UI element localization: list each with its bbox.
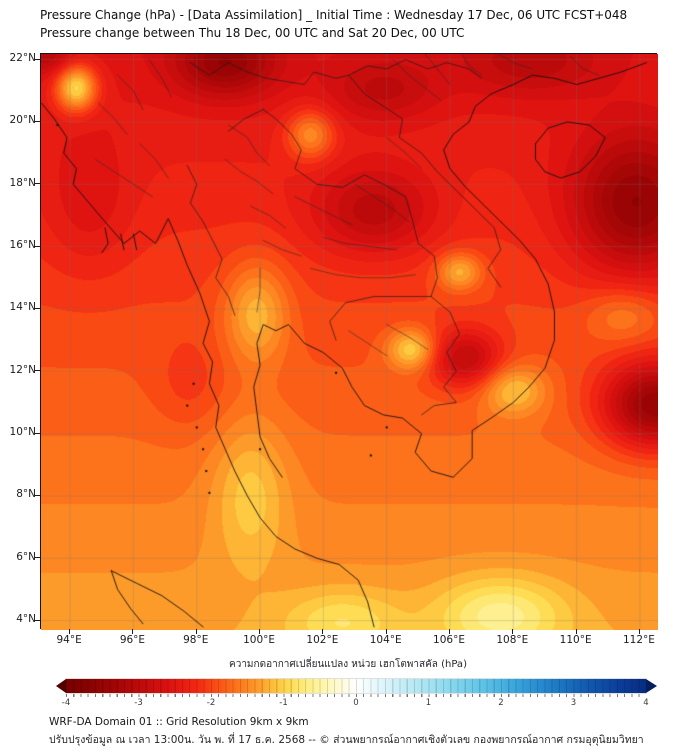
lon-tick-mark — [69, 629, 71, 634]
lon-tick-label: 106°E — [433, 634, 465, 646]
lon-tick-label: 98°E — [183, 634, 209, 646]
figure-title-line2: Pressure change between Thu 18 Dec, 00 U… — [40, 26, 465, 40]
lon-tick-mark — [512, 629, 514, 634]
lon-tick-mark — [575, 629, 577, 634]
lat-tick-mark — [35, 58, 40, 60]
lon-tick-mark — [132, 629, 134, 634]
lat-tick-mark — [35, 619, 40, 621]
lon-tick-label: 110°E — [559, 634, 592, 646]
lat-tick-label: 6°N — [16, 550, 36, 563]
colorbar-tick-label: 1 — [425, 698, 432, 708]
lon-tick-label: 96°E — [119, 634, 146, 646]
lat-tick-label: 16°N — [9, 239, 36, 252]
lon-tick-label: 104°E — [369, 634, 402, 646]
lat-tick-mark — [35, 494, 40, 496]
footer-update-info: ปรับปรุงข้อมูล ณ เวลา 13:00น. วัน พ. ที่… — [49, 734, 644, 746]
lon-tick-mark — [259, 629, 261, 634]
colorbar-tick-label: -1 — [279, 698, 288, 708]
lon-tick-label: 100°E — [243, 634, 276, 646]
lat-tick-label: 4°N — [16, 613, 36, 626]
lat-tick-label: 20°N — [9, 114, 36, 127]
colorbar-left-arrow — [56, 679, 66, 693]
lat-tick-label: 22°N — [9, 52, 36, 65]
lon-tick-mark — [195, 629, 197, 634]
colorbar-tick-label: -3 — [134, 698, 143, 708]
lon-tick-mark — [322, 629, 324, 634]
lat-tick-mark — [35, 557, 40, 559]
lat-tick-label: 12°N — [9, 363, 36, 376]
lon-tick-mark — [638, 629, 640, 634]
colorbar-minor-ticks — [66, 694, 646, 697]
lon-tick-label: 94°E — [56, 634, 82, 646]
colorbar-segment-lines — [66, 679, 646, 693]
lat-tick-label: 18°N — [9, 176, 36, 189]
map-plot-area — [40, 53, 658, 630]
lat-tick-mark — [35, 120, 40, 122]
figure-title-line1: Pressure Change (hPa) - [Data Assimilati… — [40, 8, 628, 22]
lon-tick-label: 112°E — [622, 634, 655, 646]
colorbar-label: ความกดอากาศเปลี่ยนแปลง หน่วย เฮกโตพาสคัล… — [229, 659, 467, 670]
lat-tick-label: 14°N — [9, 301, 36, 314]
lon-tick-label: 108°E — [496, 634, 529, 646]
colorbar-tick-label: -4 — [61, 698, 71, 708]
footer-domain-info: WRF-DA Domain 01 :: Grid Resolution 9km … — [49, 716, 309, 728]
colorbar-tick-label: 3 — [570, 698, 577, 708]
pressure-field-canvas — [41, 54, 658, 630]
colorbar-tick-label: 4 — [643, 698, 649, 708]
lat-tick-mark — [35, 370, 40, 372]
colorbar-tick-label: 2 — [498, 698, 504, 708]
colorbar-tick-label: -2 — [206, 698, 216, 708]
lat-tick-label: 10°N — [9, 426, 36, 439]
lon-tick-mark — [449, 629, 450, 634]
lat-tick-mark — [35, 432, 40, 434]
lat-tick-mark — [35, 245, 40, 247]
colorbar-right-arrow — [646, 679, 657, 693]
colorbar-gradient — [66, 679, 646, 693]
lat-tick-mark — [35, 183, 40, 185]
lat-tick-label: 8°N — [16, 488, 36, 501]
lat-tick-mark — [35, 307, 40, 309]
lon-tick-mark — [385, 629, 387, 634]
colorbar-tick-label: 0 — [353, 698, 359, 708]
lon-tick-label: 102°E — [306, 634, 339, 646]
